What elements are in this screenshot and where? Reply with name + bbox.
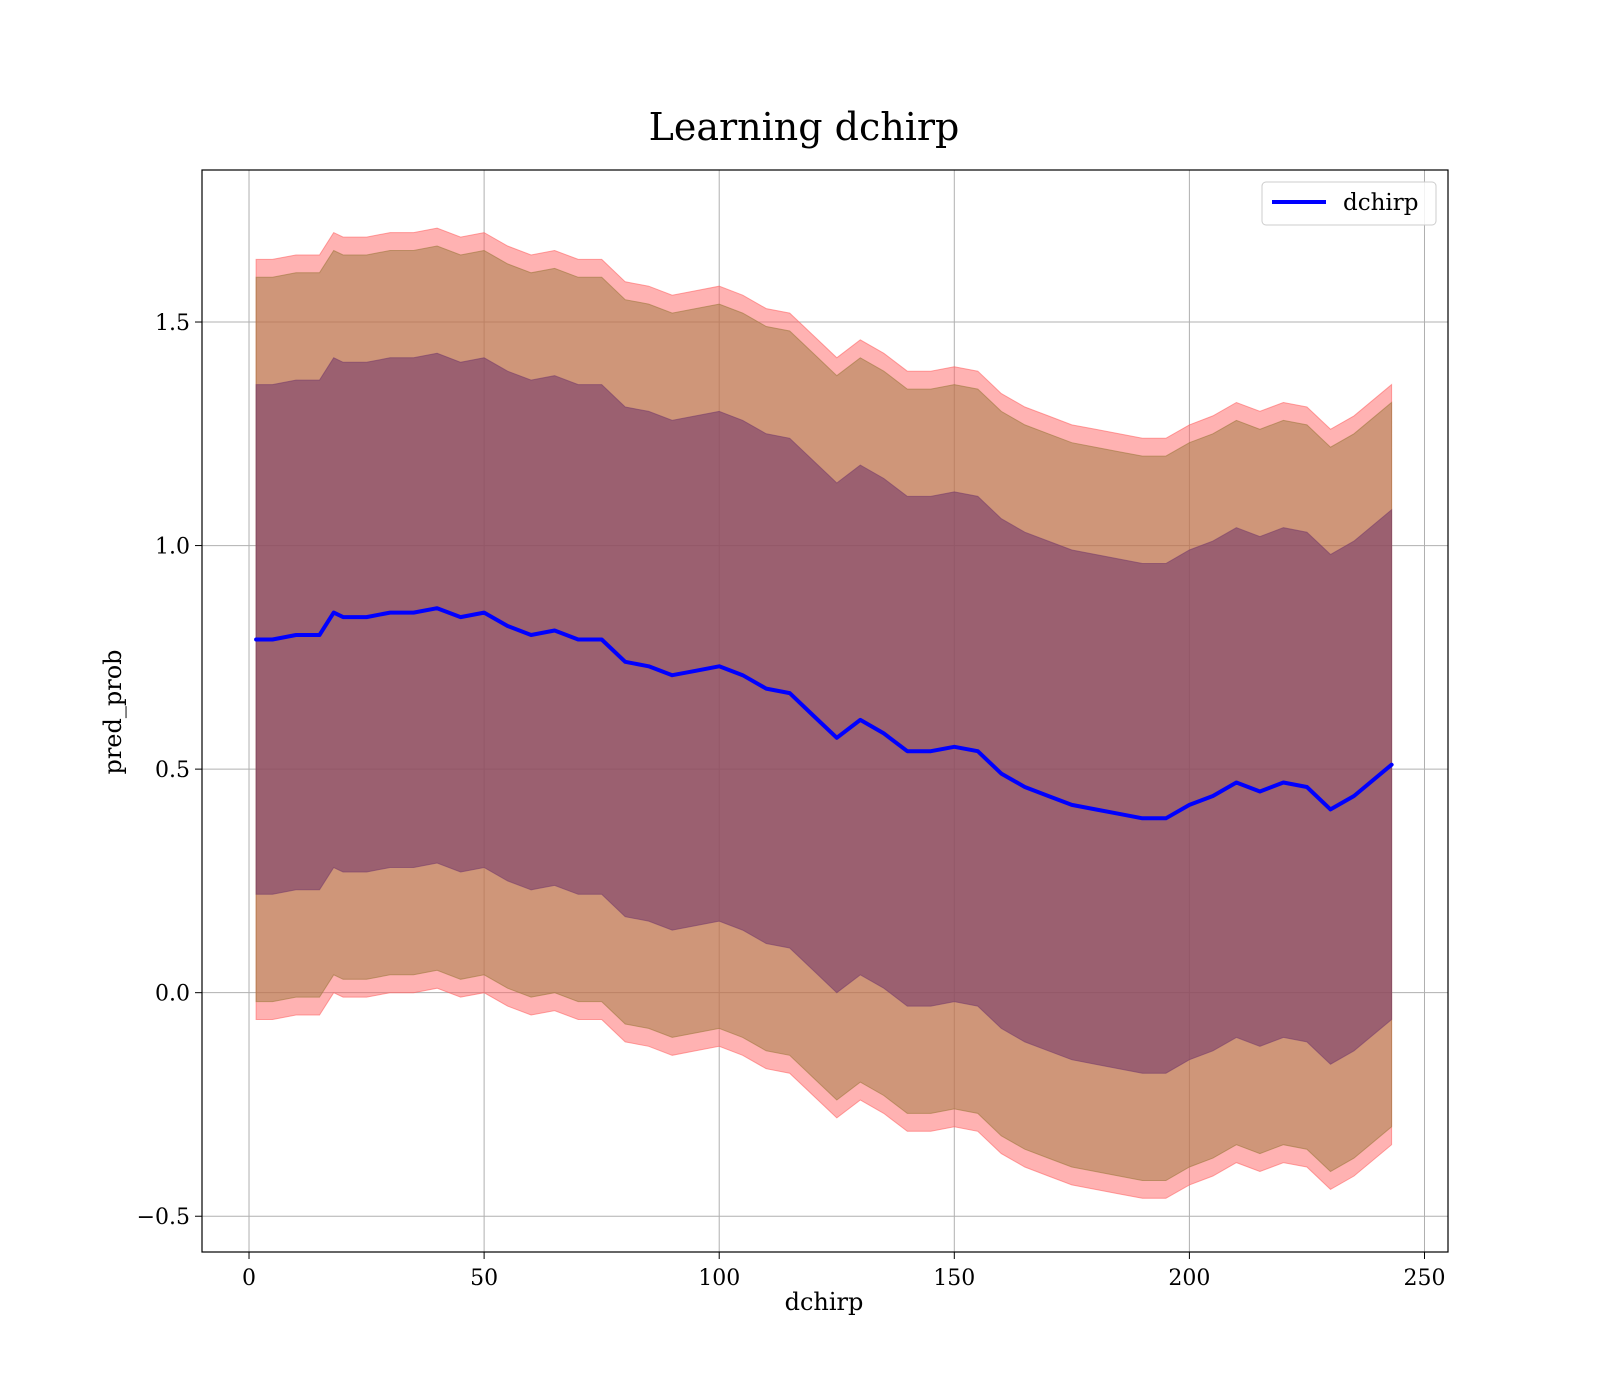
x-axis-ticks: 0 50 100 150 200 250 — [242, 1252, 1445, 1291]
chart-title: Learning dchirp — [649, 105, 960, 149]
legend-box — [1261, 181, 1437, 226]
legend: dchirp — [1261, 181, 1437, 226]
x-tick-label: 0 — [242, 1266, 256, 1291]
x-tick-label: 200 — [1168, 1266, 1210, 1291]
plot-area-frame — [201, 169, 1449, 1253]
y-axis-ticks: −0.5 0.0 0.5 1.0 1.5 — [137, 311, 202, 1230]
confidence-bands — [255, 227, 1393, 1199]
y-tick-label: 0.0 — [155, 982, 190, 1007]
x-tick-label: 250 — [1403, 1266, 1445, 1291]
x-axis-label: dchirp — [785, 1288, 864, 1316]
y-tick-label: 0.5 — [155, 758, 190, 783]
x-tick-label: 150 — [933, 1266, 975, 1291]
x-tick-label: 50 — [470, 1266, 498, 1291]
y-tick-label: 1.5 — [155, 311, 190, 336]
y-tick-label: 1.0 — [155, 535, 190, 560]
y-axis-label: pred_prob — [99, 649, 127, 774]
series-line-dchirp — [254, 606, 1394, 821]
legend-entry-dchirp: dchirp — [1343, 190, 1419, 216]
y-tick-label: −0.5 — [137, 1205, 190, 1230]
confidence-band-3 — [255, 352, 1393, 1074]
series-lines — [254, 606, 1394, 821]
x-tick-label: 100 — [698, 1266, 740, 1291]
